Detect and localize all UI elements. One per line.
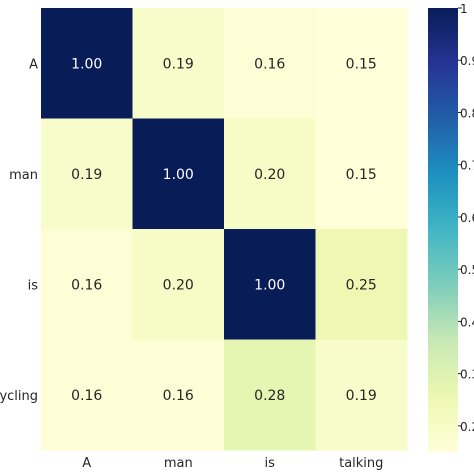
colorbar-tick-label: 0.7 <box>460 159 474 173</box>
y-tick-label: man <box>9 168 38 183</box>
heatmap-cell <box>41 229 133 340</box>
heatmap-cell-label: 1.00 <box>163 167 194 183</box>
heatmap-cell-label: 1.00 <box>71 56 102 72</box>
heatmap-cell <box>132 118 225 230</box>
heatmap-cell-label: 0.19 <box>71 167 102 183</box>
colorbar-tick-label: 0.9 <box>460 54 474 68</box>
colorbar-tick-label: 0.6 <box>460 211 474 225</box>
heatmap-cell <box>224 229 316 340</box>
heatmap-cell-label: 0.20 <box>254 167 285 183</box>
heatmap-cell <box>224 118 316 230</box>
heatmap-cells <box>41 8 408 451</box>
heatmap-cell <box>41 118 133 230</box>
heatmap-cell <box>315 8 408 119</box>
heatmap-cell-label: 0.16 <box>71 277 102 293</box>
heatmap-cell <box>132 339 225 451</box>
colorbar-tick-labels: 1 0.9 0.8 0.7 0.6 0.5 0.4 0.3 0.2 <box>458 2 474 434</box>
colorbar-tick-label: 0.8 <box>460 106 474 120</box>
colorbar-tick-label: 0.2 <box>460 420 474 434</box>
heatmap-cell-label: 0.16 <box>163 388 194 404</box>
colorbar-tick-label: 0.4 <box>460 315 474 329</box>
heatmap-cell-label: 0.28 <box>254 388 285 404</box>
heatmap-cell <box>315 118 408 230</box>
heatmap-cell-label: 0.19 <box>163 56 194 72</box>
heatmap-cell-label: 0.15 <box>346 56 377 72</box>
heatmap-cell <box>132 229 225 340</box>
heatmap-cell <box>41 8 133 119</box>
colorbar-tick-label: 0.5 <box>460 263 474 277</box>
heatmap-cell <box>315 229 408 340</box>
heatmap-cell <box>41 339 133 451</box>
heatmap-cell <box>224 8 316 119</box>
x-tick-label: A <box>82 456 91 471</box>
x-tick-label: is <box>265 456 276 471</box>
heatmap-cell-label: 0.15 <box>346 167 377 183</box>
heatmap-cell <box>315 339 408 451</box>
y-tick-label: cycling <box>0 389 38 404</box>
heatmap-cell-label: 1.00 <box>254 277 285 293</box>
y-tick-label: is <box>28 278 39 293</box>
heatmap-cell-label: 0.20 <box>163 277 194 293</box>
heatmap-cell-label: 0.19 <box>346 388 377 404</box>
colorbar <box>428 8 458 452</box>
heatmap-cell-label: 0.16 <box>254 56 285 72</box>
heatmap-cell <box>132 8 225 119</box>
colorbar-tick-label: 1 <box>460 2 468 16</box>
colorbar-tick-label: 0.3 <box>460 368 474 382</box>
heatmap-cell-label: 0.25 <box>346 277 377 293</box>
x-tick-label: talking <box>339 456 383 471</box>
heatmap-cell <box>224 339 316 451</box>
x-tick-label: man <box>164 456 193 471</box>
heatmap-cell-label: 0.16 <box>71 388 102 404</box>
y-tick-label: A <box>29 57 38 72</box>
heatmap-cell-labels: 1.00 0.19 0.16 0.15 0.19 1.00 0.20 0.15 0.16 0.20… <box>71 56 377 404</box>
